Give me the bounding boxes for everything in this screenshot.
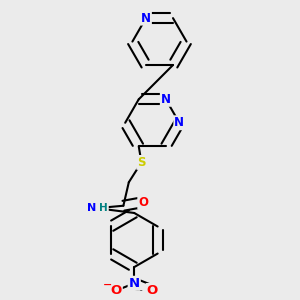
Text: −: − [103, 280, 112, 290]
Text: N: N [87, 202, 96, 212]
Text: S: S [137, 156, 146, 169]
Text: O: O [138, 196, 148, 208]
Text: N: N [174, 116, 184, 129]
Text: O: O [110, 284, 122, 297]
Text: N: N [161, 93, 171, 106]
Text: N: N [129, 277, 140, 290]
Text: O: O [147, 284, 158, 297]
Text: H: H [99, 202, 108, 212]
Text: N: N [141, 12, 151, 25]
